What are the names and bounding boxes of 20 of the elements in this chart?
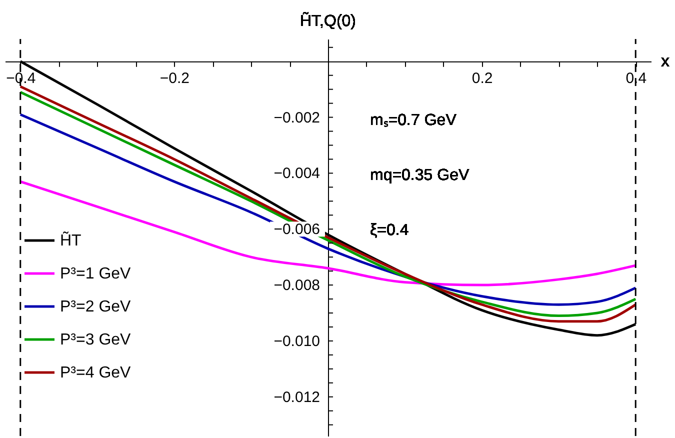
x-tick-label: −0.4 xyxy=(6,70,36,87)
x-tick-label: −0.2 xyxy=(160,70,190,87)
annotation: mq=0.35 GeV xyxy=(370,167,470,184)
legend-label: P³=4 GeV xyxy=(60,364,132,382)
y-axis-title: H̃T,Q(0) xyxy=(300,11,356,30)
x-tick-label: 0.4 xyxy=(626,70,647,87)
y-tick-label: −0.008 xyxy=(274,277,320,294)
y-tick-label: −0.006 xyxy=(274,221,320,238)
legend-label: P³=3 GeV xyxy=(60,332,132,348)
y-tick-label: −0.012 xyxy=(274,388,320,406)
legend-label: P³=1 GeV xyxy=(60,266,132,282)
x-tick-label: 0.2 xyxy=(472,70,493,87)
y-tick-label: −0.002 xyxy=(274,109,320,126)
annotation: mₛ=0.7 GeV xyxy=(370,112,457,129)
y-tick-label: −0.010 xyxy=(274,332,320,350)
x-axis-title: x xyxy=(661,51,670,70)
legend-label: P³=2 GeV xyxy=(60,298,132,316)
y-tick-label: −0.004 xyxy=(274,165,320,182)
legend-label: H̃T xyxy=(60,230,82,250)
annotation: ξ=0.4 xyxy=(370,222,409,239)
